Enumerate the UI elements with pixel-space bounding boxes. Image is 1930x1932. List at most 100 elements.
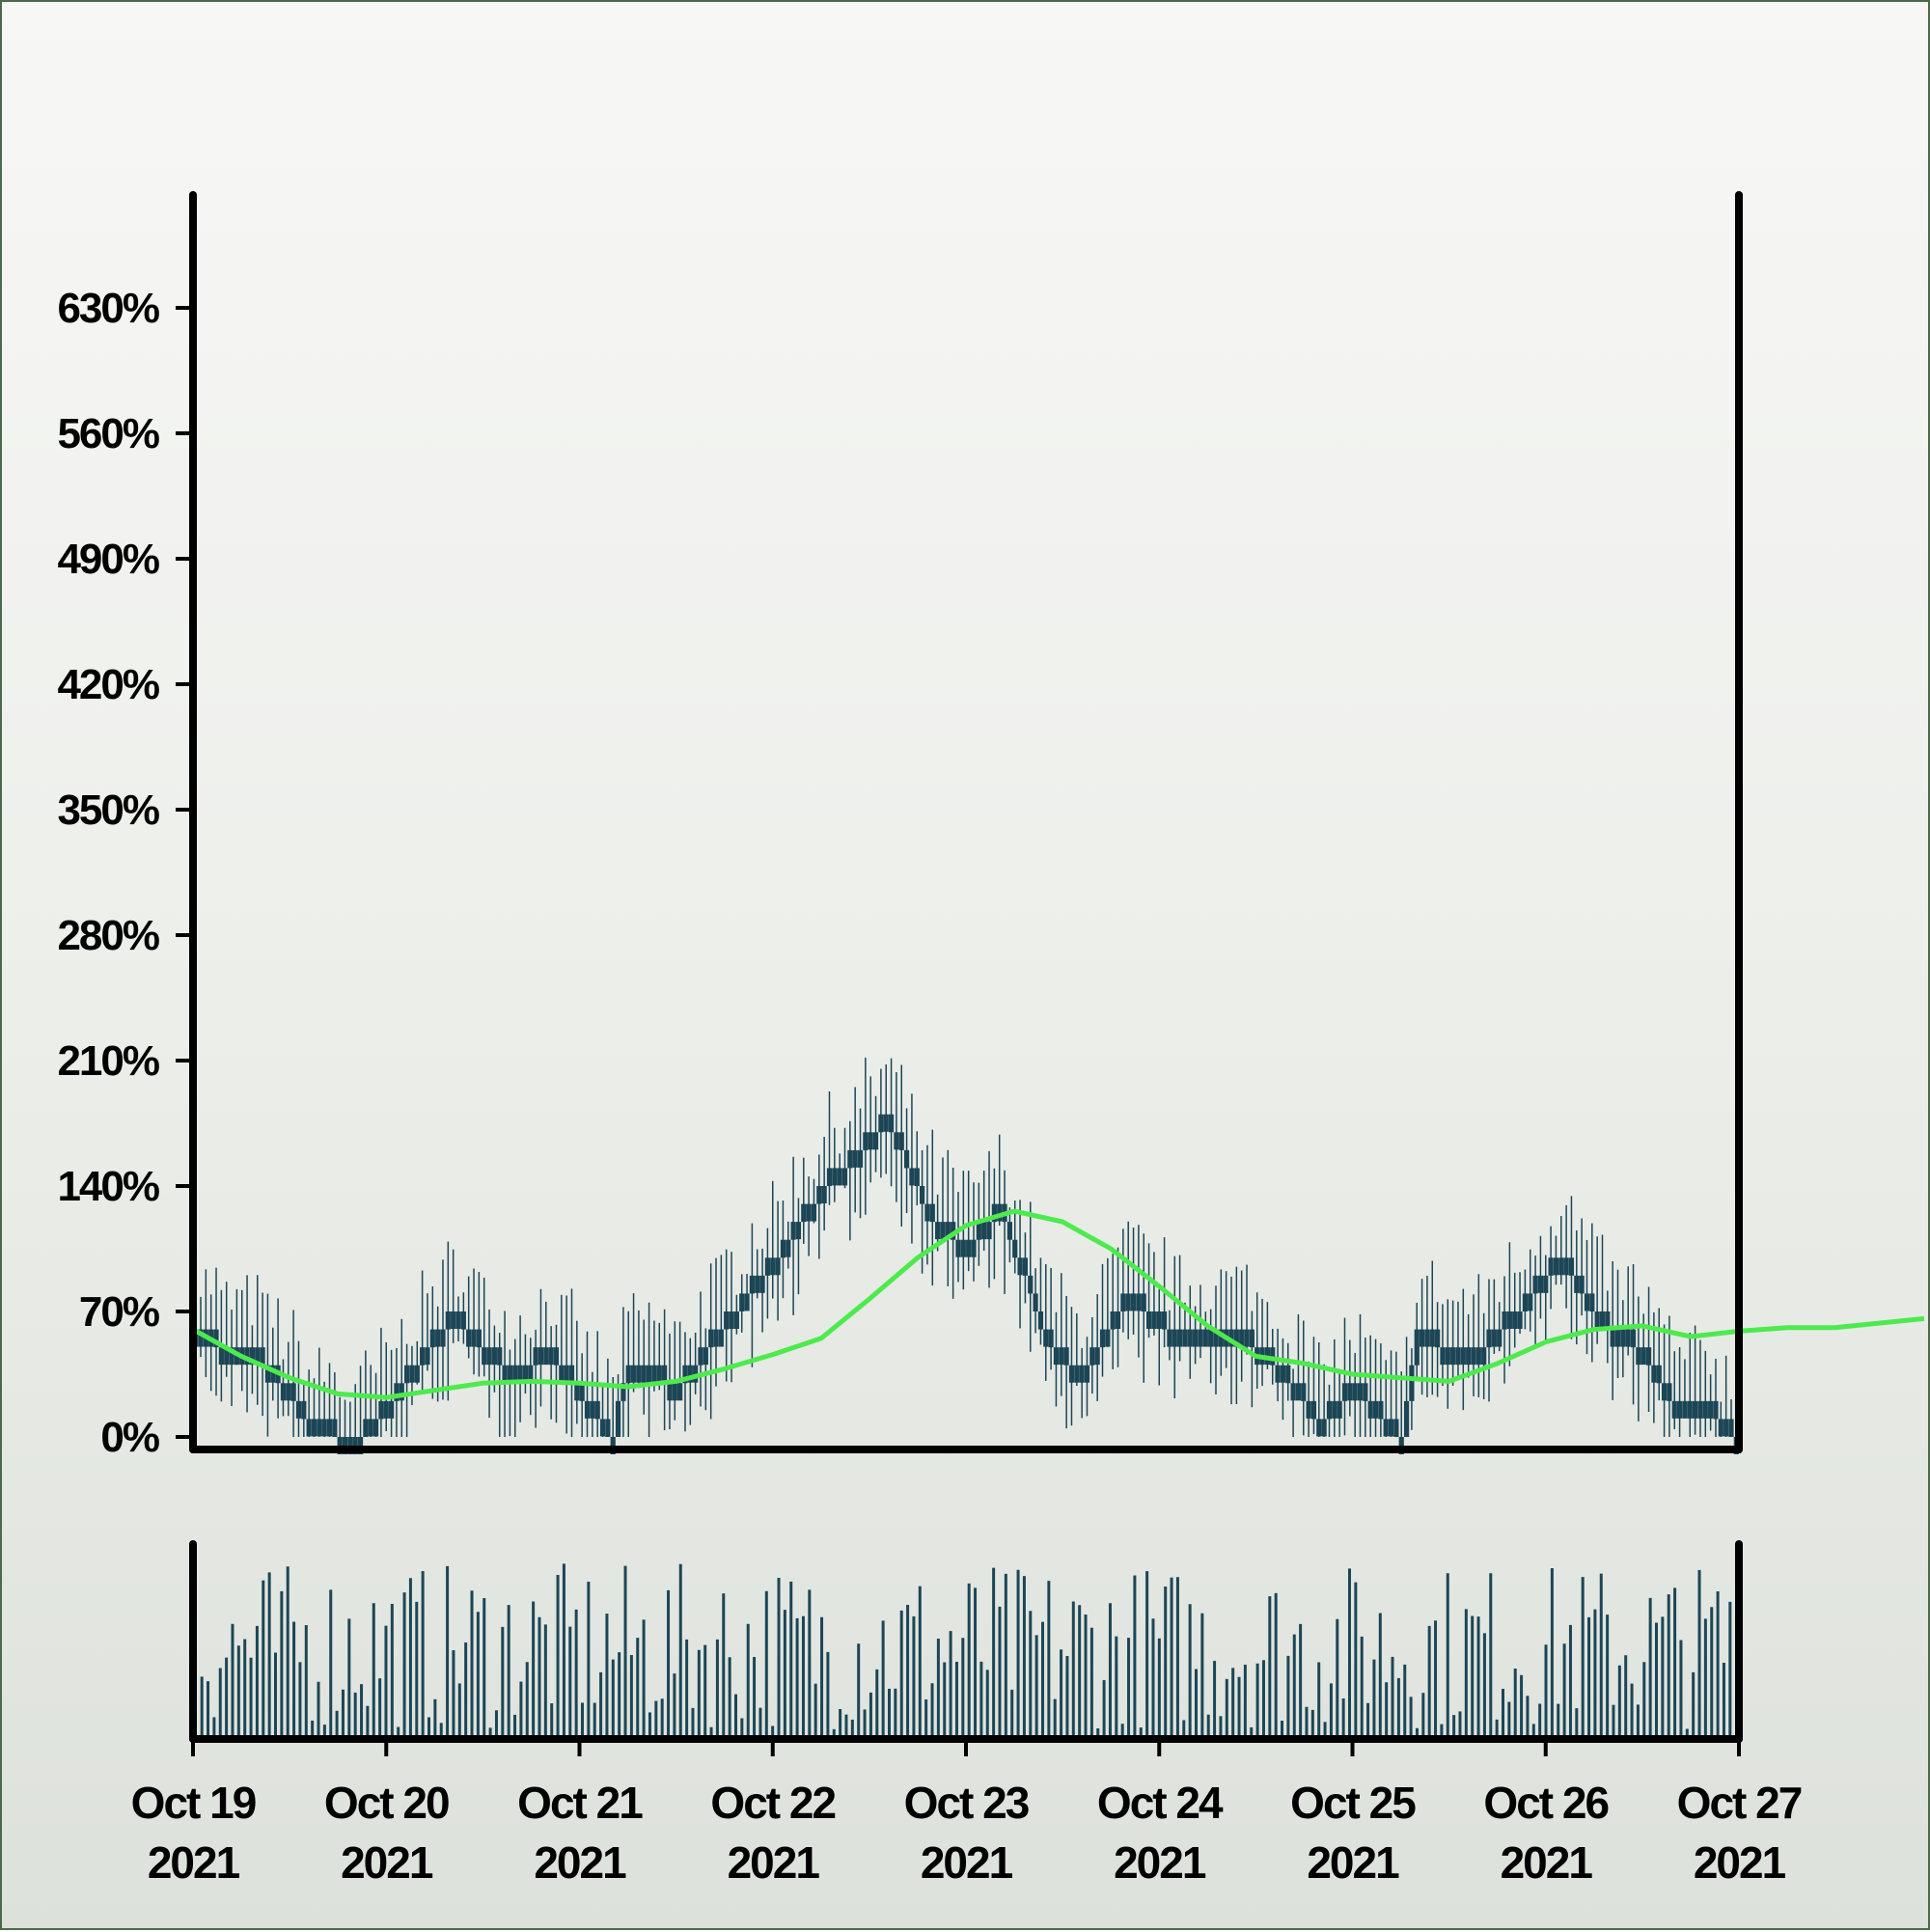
candle-body — [425, 1347, 430, 1366]
candle-body — [662, 1365, 668, 1384]
candle-body — [1574, 1275, 1580, 1293]
candle-body — [1033, 1293, 1038, 1311]
candle-body — [764, 1257, 771, 1276]
x-axis-ticks: Oct 19 2021 Oct 20 2021 Oct 21 2021 Oct 22 2021… — [131, 1739, 1804, 1888]
candle-body — [1409, 1365, 1415, 1401]
candle-body — [1630, 1329, 1637, 1348]
candle-body — [1321, 1419, 1327, 1437]
candle-body — [641, 1365, 647, 1383]
candle-body — [1037, 1311, 1044, 1330]
candle-body — [625, 1365, 631, 1384]
y-tick-label: 140% — [57, 1163, 158, 1210]
candle-body — [1419, 1329, 1425, 1347]
volume-bars — [200, 1563, 1732, 1739]
candle-body — [1105, 1329, 1111, 1347]
candle-body — [378, 1400, 384, 1420]
candle-body — [522, 1365, 529, 1383]
candle-body — [1620, 1329, 1626, 1347]
candle-body — [455, 1311, 461, 1329]
candle-body — [832, 1168, 838, 1186]
candle-body — [888, 1114, 895, 1133]
candle-body — [878, 1114, 884, 1133]
candle-body — [507, 1365, 513, 1383]
y-tick-label: 210% — [57, 1037, 158, 1085]
candle-body — [372, 1419, 379, 1437]
y-axis-ticks: 0% 70% 140% 210% 280% 350% 420% 490% 560% 630% — [57, 285, 193, 1461]
candle-body — [1099, 1329, 1106, 1348]
candle-body — [1728, 1419, 1734, 1437]
candle-body — [1697, 1400, 1703, 1419]
candle-body — [646, 1365, 652, 1383]
x-tick-label: 2021 — [921, 1837, 1013, 1888]
candle-body — [667, 1383, 673, 1401]
candle-body — [1528, 1293, 1533, 1311]
candle-body — [935, 1222, 941, 1240]
candle-body — [1466, 1347, 1472, 1366]
candle-body — [1017, 1257, 1023, 1276]
x-tick-label: 2021 — [1114, 1837, 1206, 1888]
candle-body — [1130, 1293, 1137, 1311]
candle-body — [471, 1329, 477, 1347]
x-tick-label: 2021 — [148, 1837, 240, 1888]
candle-body — [1718, 1419, 1723, 1437]
x-tick-label: Oct 24 — [1097, 1778, 1224, 1828]
candle-body — [1136, 1293, 1142, 1311]
candle-body — [863, 1132, 868, 1150]
candle-body — [1594, 1311, 1600, 1329]
candle-body — [317, 1419, 322, 1437]
candle-body — [656, 1365, 662, 1383]
candle-body — [945, 1222, 951, 1240]
candle-body — [440, 1329, 446, 1347]
candle-body — [1316, 1419, 1322, 1437]
candle-body — [1301, 1383, 1307, 1401]
candle-body — [1198, 1329, 1203, 1347]
candle-body — [1424, 1329, 1430, 1347]
candle-body — [951, 1222, 956, 1240]
candle-body — [1145, 1311, 1152, 1329]
candle-body — [924, 1203, 930, 1222]
candle-body — [1249, 1329, 1254, 1348]
candle-body — [1640, 1347, 1646, 1366]
candle-body — [857, 1149, 864, 1168]
candle-body — [218, 1347, 224, 1366]
candle-body — [326, 1419, 333, 1437]
candle-body — [1614, 1329, 1621, 1347]
candle-body — [1270, 1347, 1276, 1366]
candle-body — [1006, 1222, 1012, 1240]
candle-body — [1068, 1365, 1075, 1383]
x-tick-label: Oct 25 — [1290, 1778, 1416, 1828]
candle-body — [1022, 1257, 1029, 1276]
candle-body — [868, 1132, 873, 1150]
candle-body — [394, 1383, 400, 1401]
candle-body — [1285, 1365, 1291, 1384]
candle-body — [1610, 1329, 1615, 1347]
candle-body — [847, 1149, 853, 1169]
candle-body — [1440, 1347, 1446, 1366]
y-tick-label: 70% — [79, 1288, 159, 1336]
candle-body — [502, 1365, 508, 1383]
candle-body — [383, 1400, 389, 1419]
candle-body — [1310, 1400, 1317, 1420]
candle-body — [713, 1329, 719, 1347]
candle-body — [1110, 1311, 1116, 1330]
candle-body — [533, 1347, 538, 1366]
candle-body — [816, 1186, 822, 1204]
candle-body — [883, 1114, 889, 1132]
candle-body — [1429, 1329, 1435, 1347]
candle-body — [321, 1419, 327, 1437]
candle-body — [590, 1400, 595, 1419]
candle-body — [1059, 1347, 1064, 1366]
candle-body — [1599, 1311, 1606, 1329]
candle-body — [1326, 1400, 1333, 1420]
y-tick-label: 630% — [57, 285, 158, 332]
candle-body — [1537, 1275, 1544, 1293]
candle-body — [451, 1311, 456, 1329]
candle-body — [482, 1347, 487, 1366]
candle-body — [388, 1400, 395, 1419]
x-tick-label: 2021 — [534, 1837, 626, 1888]
candle-body — [733, 1311, 739, 1329]
candle-body — [651, 1365, 657, 1383]
candle-body — [1363, 1383, 1368, 1401]
candle-body — [1450, 1347, 1456, 1366]
